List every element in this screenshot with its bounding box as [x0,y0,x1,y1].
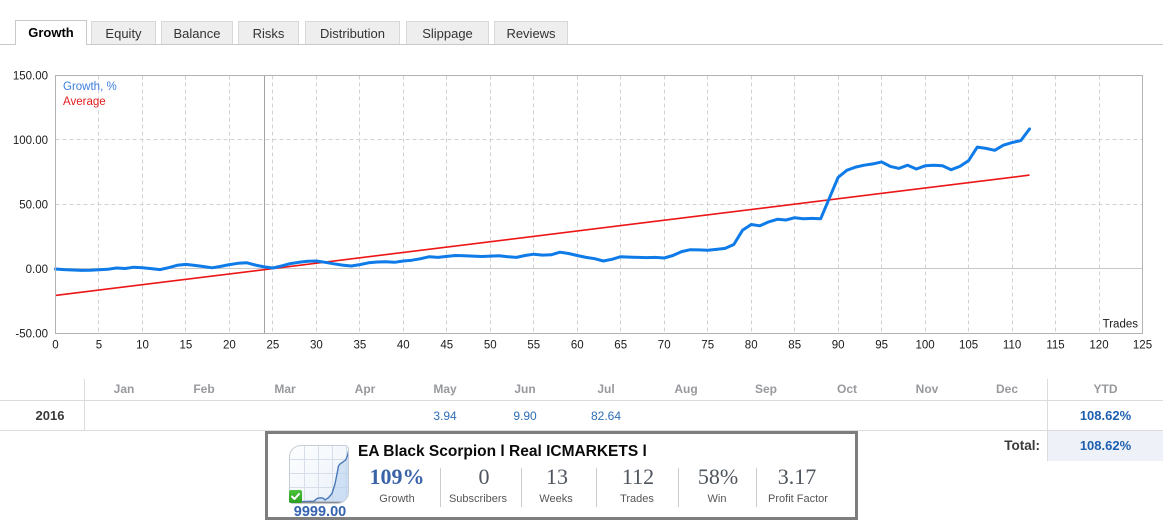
svg-text:55: 55 [527,340,540,352]
svg-text:0: 0 [52,340,58,352]
svg-text:70: 70 [658,340,671,352]
svg-text:150.00: 150.00 [13,71,48,83]
svg-text:85: 85 [788,340,801,352]
svg-text:45: 45 [440,340,453,352]
svg-text:25: 25 [267,340,280,352]
svg-text:90: 90 [832,340,845,352]
svg-text:100.00: 100.00 [13,135,48,147]
svg-text:50.00: 50.00 [19,200,48,212]
svg-text:-50.00: -50.00 [15,329,48,341]
svg-text:Average: Average [63,96,106,108]
svg-text:20: 20 [223,340,236,352]
svg-text:Trades: Trades [1103,319,1139,331]
svg-text:65: 65 [614,340,627,352]
svg-text:0.00: 0.00 [26,264,48,276]
svg-text:15: 15 [180,340,193,352]
svg-text:120: 120 [1089,340,1108,352]
svg-text:60: 60 [571,340,584,352]
svg-text:110: 110 [1003,340,1021,352]
svg-text:30: 30 [310,340,323,352]
svg-text:125: 125 [1133,340,1152,352]
svg-text:115: 115 [1046,340,1064,352]
svg-text:105: 105 [959,340,978,352]
svg-text:5: 5 [96,340,102,352]
svg-text:50: 50 [484,340,497,352]
svg-text:35: 35 [354,340,367,352]
svg-text:10: 10 [136,340,149,352]
svg-text:40: 40 [397,340,410,352]
svg-text:95: 95 [875,340,888,352]
svg-text:100: 100 [916,340,935,352]
svg-text:Growth, %: Growth, % [63,81,117,93]
svg-text:75: 75 [701,340,714,352]
svg-text:80: 80 [745,340,758,352]
